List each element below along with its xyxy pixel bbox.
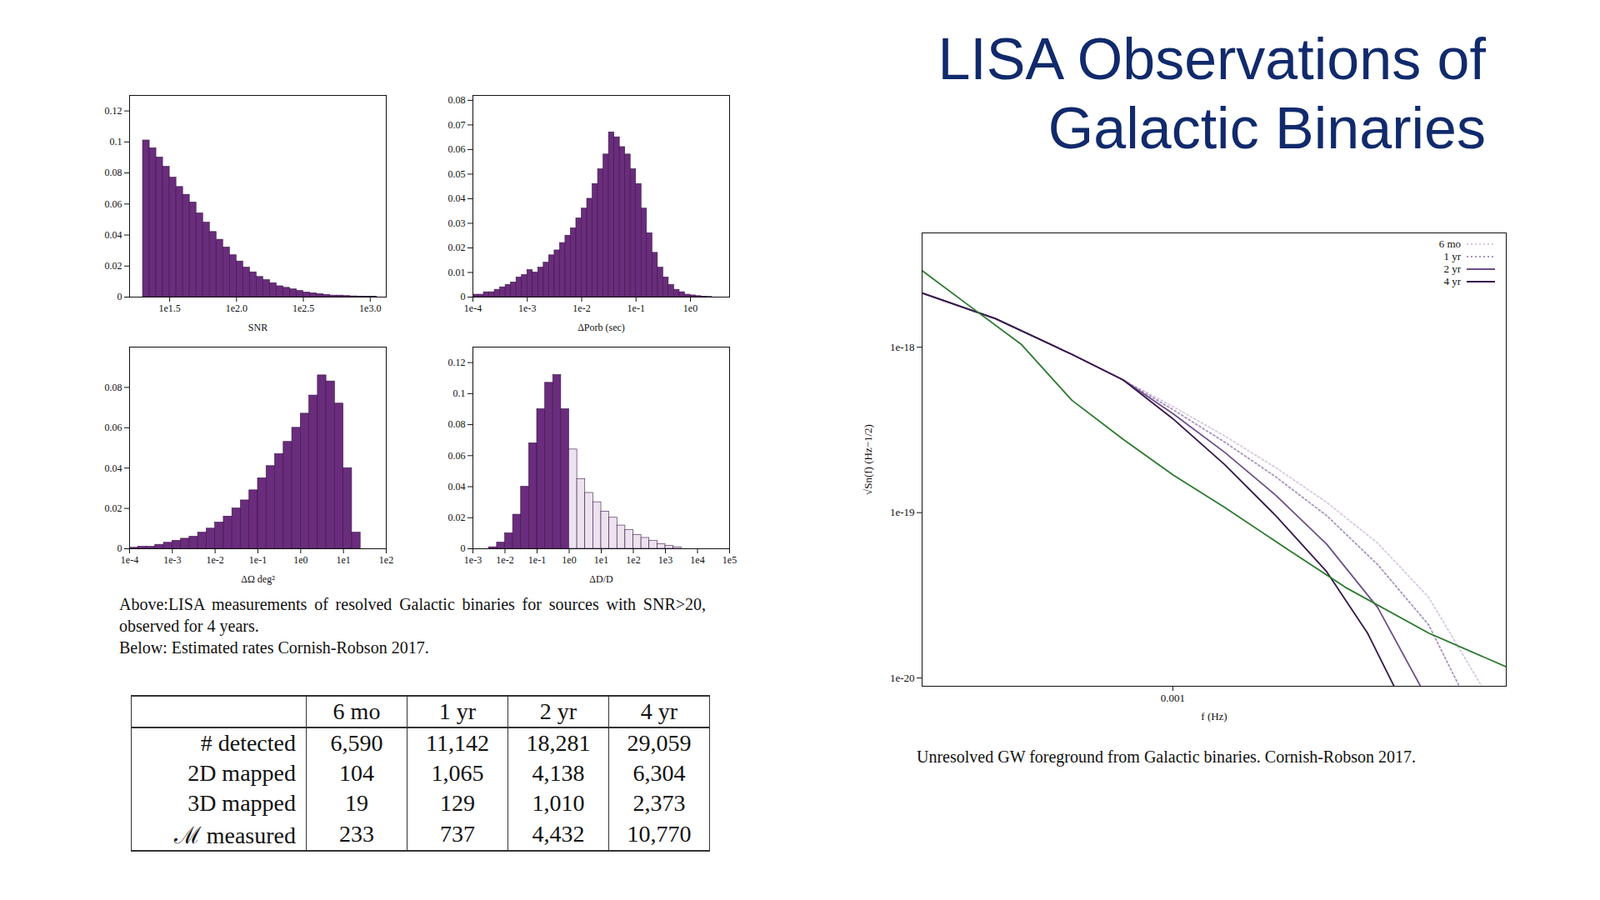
svg-text:1e0: 1e0 <box>293 554 308 566</box>
svg-text:1e-4: 1e-4 <box>120 554 139 566</box>
html-text:29,059: 29,059 <box>627 730 692 756</box>
html-text:1,065: 1,065 <box>431 760 484 786</box>
html-text:6 mo: 6 mo <box>1438 237 1461 250</box>
svg-text:0.08: 0.08 <box>105 166 123 179</box>
svg-text:1e-4: 1e-4 <box>464 302 482 315</box>
svg-text:0.05: 0.05 <box>448 168 466 180</box>
svg-text:0.06: 0.06 <box>105 421 123 434</box>
svg-text:1e5: 1e5 <box>722 554 737 566</box>
svg-text:1e-19: 1e-19 <box>890 505 915 519</box>
html-text:737: 737 <box>440 820 475 847</box>
svg-text:0.02: 0.02 <box>105 502 123 515</box>
html-text:233: 233 <box>339 820 375 847</box>
html-text:2 yr: 2 yr <box>539 698 577 725</box>
html-text:11,142: 11,142 <box>425 730 490 756</box>
svg-text:0.06: 0.06 <box>448 450 466 462</box>
svg-text:1e1: 1e1 <box>594 554 609 566</box>
html-text:ℳ measured: ℳ measured <box>173 822 296 849</box>
svg-text:0: 0 <box>460 290 466 303</box>
svg-text:SNR: SNR <box>248 321 268 334</box>
html-text:# detected: # detected <box>200 730 296 756</box>
svg-text:1e3.0: 1e3.0 <box>359 302 381 315</box>
svg-text:1e2: 1e2 <box>625 554 640 566</box>
svg-text:0.02: 0.02 <box>105 260 123 272</box>
svg-text:0.08: 0.08 <box>448 418 466 430</box>
svg-text:0.12: 0.12 <box>448 356 466 369</box>
html-text:Below: Estimated rates Cornish: Below: Estimated rates Cornish-Robson 20… <box>119 638 429 657</box>
html-text:1,010: 1,010 <box>532 790 585 816</box>
html-text:6 mo: 6 mo <box>333 698 381 725</box>
svg-text:ΔD/D: ΔD/D <box>589 573 614 585</box>
html-text:18,281: 18,281 <box>526 730 591 756</box>
svg-text:0.04: 0.04 <box>105 229 123 241</box>
html-text:2,373: 2,373 <box>632 790 686 816</box>
html-text:104: 104 <box>339 760 375 786</box>
svg-text:1e4: 1e4 <box>690 554 705 566</box>
svg-text:0.07: 0.07 <box>448 119 466 131</box>
svg-text:0.08: 0.08 <box>105 381 123 394</box>
html-text:4 yr: 4 yr <box>640 698 678 725</box>
svg-text:1e-18: 1e-18 <box>890 340 915 354</box>
svg-text:0.02: 0.02 <box>448 511 466 524</box>
svg-text:f (Hz): f (Hz) <box>1200 710 1227 723</box>
html-text:LISA Observations of: LISA Observations of <box>937 26 1486 92</box>
html-text:2D mapped: 2D mapped <box>187 760 296 786</box>
svg-text:1e-2: 1e-2 <box>572 302 590 315</box>
svg-text:1e-3: 1e-3 <box>518 302 536 315</box>
svg-text:0.001: 0.001 <box>1160 691 1185 705</box>
svg-text:1e2.0: 1e2.0 <box>225 302 248 315</box>
svg-text:1e-2: 1e-2 <box>206 554 225 566</box>
svg-text:0.1: 0.1 <box>453 387 466 400</box>
svg-text:1e-3: 1e-3 <box>163 554 181 566</box>
svg-text:0.01: 0.01 <box>448 266 466 279</box>
html-text:10,770: 10,770 <box>627 820 692 847</box>
svg-text:1e-1: 1e-1 <box>528 554 546 566</box>
html-text:4,138: 4,138 <box>532 760 585 786</box>
html-text:Galactic Binaries: Galactic Binaries <box>1048 95 1486 161</box>
svg-text:1e2: 1e2 <box>379 554 394 566</box>
html-text:1 yr: 1 yr <box>1443 250 1461 263</box>
svg-text:1e0: 1e0 <box>683 302 698 315</box>
html-text:6,590: 6,590 <box>330 730 383 756</box>
svg-text:0.08: 0.08 <box>448 94 466 106</box>
svg-text:0.06: 0.06 <box>105 198 123 210</box>
svg-text:0.02: 0.02 <box>448 241 466 254</box>
svg-text:ΔΩ deg²: ΔΩ deg² <box>240 573 275 585</box>
html-text:2 yr: 2 yr <box>1443 262 1461 275</box>
svg-text:1e1: 1e1 <box>336 554 351 566</box>
svg-text:0.03: 0.03 <box>448 217 466 230</box>
svg-text:0.04: 0.04 <box>448 480 466 493</box>
svg-text:1e-1: 1e-1 <box>249 554 267 566</box>
svg-text:0.12: 0.12 <box>105 105 123 117</box>
svg-text:1e1.5: 1e1.5 <box>158 302 180 315</box>
svg-text:1e-3: 1e-3 <box>464 554 482 566</box>
svg-text:1e3: 1e3 <box>658 554 673 566</box>
svg-text:0: 0 <box>117 290 123 303</box>
svg-text:1e-2: 1e-2 <box>495 554 514 566</box>
svg-text:1e-20: 1e-20 <box>890 671 915 685</box>
html-text:3D mapped: 3D mapped <box>187 790 296 816</box>
svg-text:ΔPorb (sec): ΔPorb (sec) <box>577 321 625 334</box>
svg-text:√Sn(f) (Hz−1/2): √Sn(f) (Hz−1/2) <box>861 424 875 495</box>
svg-text:0: 0 <box>460 542 466 555</box>
svg-text:1e0: 1e0 <box>561 554 576 566</box>
html-text:4,432: 4,432 <box>532 820 585 847</box>
svg-text:1e2.5: 1e2.5 <box>292 302 315 315</box>
svg-text:1e-1: 1e-1 <box>627 302 645 315</box>
html-text:19: 19 <box>345 790 369 816</box>
html-text:4 yr: 4 yr <box>1443 275 1461 288</box>
html-text:6,304: 6,304 <box>632 760 686 786</box>
svg-text:0.06: 0.06 <box>448 143 466 155</box>
svg-text:0.04: 0.04 <box>448 192 466 205</box>
html-text:129: 129 <box>440 790 475 816</box>
svg-text:0.1: 0.1 <box>110 135 123 148</box>
svg-text:0: 0 <box>117 542 123 555</box>
html-text:Unresolved GW foreground from: Unresolved GW foreground from Galactic b… <box>916 747 1416 766</box>
html-text:Above:LISA measurements of res: Above:LISA measurements of resolved Gala… <box>119 595 706 635</box>
svg-text:0.04: 0.04 <box>105 462 123 475</box>
html-text:1 yr: 1 yr <box>439 698 476 725</box>
